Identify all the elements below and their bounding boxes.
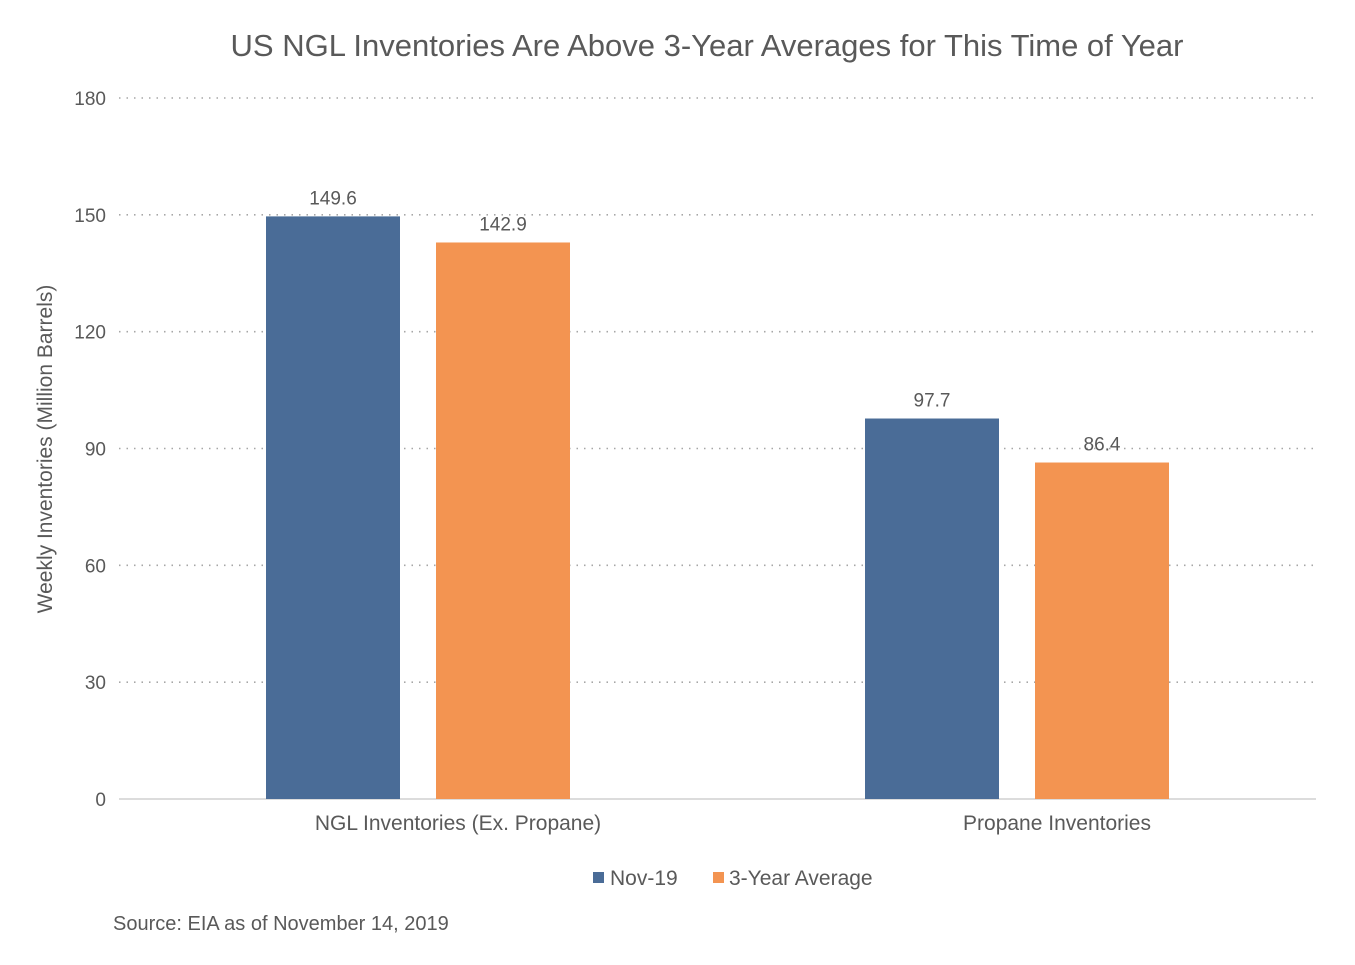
data-label-3-year-average-1: 142.9 <box>479 214 527 235</box>
data-label-nov-19-1: 149.6 <box>309 188 357 209</box>
data-label-3-year-average-2: 86.4 <box>1084 435 1121 456</box>
source-note: Source: EIA as of November 14, 2019 <box>113 913 449 935</box>
x-axis-categories: NGL Inventories (Ex. Propane) Propane Inv… <box>315 812 1151 835</box>
y-tick-label-180: 180 <box>74 89 106 110</box>
legend-label-nov-19: Nov-19 <box>610 867 678 890</box>
bar-3-year-average-2 <box>1035 462 1169 799</box>
legend: Nov-19 3-Year Average <box>593 867 873 890</box>
x-category-label-2: Propane Inventories <box>963 812 1151 835</box>
data-labels: 149.6 142.9 97.7 86.4 <box>309 188 1121 455</box>
y-tick-label-120: 120 <box>74 323 106 344</box>
bar-nov-19-2 <box>865 418 999 799</box>
y-tick-label-90: 90 <box>85 440 106 461</box>
y-tick-label-150: 150 <box>74 206 106 227</box>
chart-title: US NGL Inventories Are Above 3-Year Aver… <box>231 28 1184 63</box>
y-axis-ticks: 0 30 60 90 120 150 180 <box>74 89 106 811</box>
y-tick-label-0: 0 <box>95 790 106 811</box>
legend-swatch-nov-19 <box>593 872 604 883</box>
x-category-label-1: NGL Inventories (Ex. Propane) <box>315 812 601 835</box>
legend-label-3-year-average: 3-Year Average <box>729 867 873 890</box>
y-tick-label-60: 60 <box>85 556 106 577</box>
data-label-nov-19-2: 97.7 <box>914 391 951 412</box>
bar-nov-19-1 <box>266 216 400 799</box>
legend-swatch-3-year-average <box>713 872 724 883</box>
bars <box>266 216 1169 799</box>
bar-3-year-average-1 <box>436 242 570 799</box>
y-axis-label: Weekly Inventories (Million Barrels) <box>34 285 57 614</box>
y-tick-label-30: 30 <box>85 673 106 694</box>
